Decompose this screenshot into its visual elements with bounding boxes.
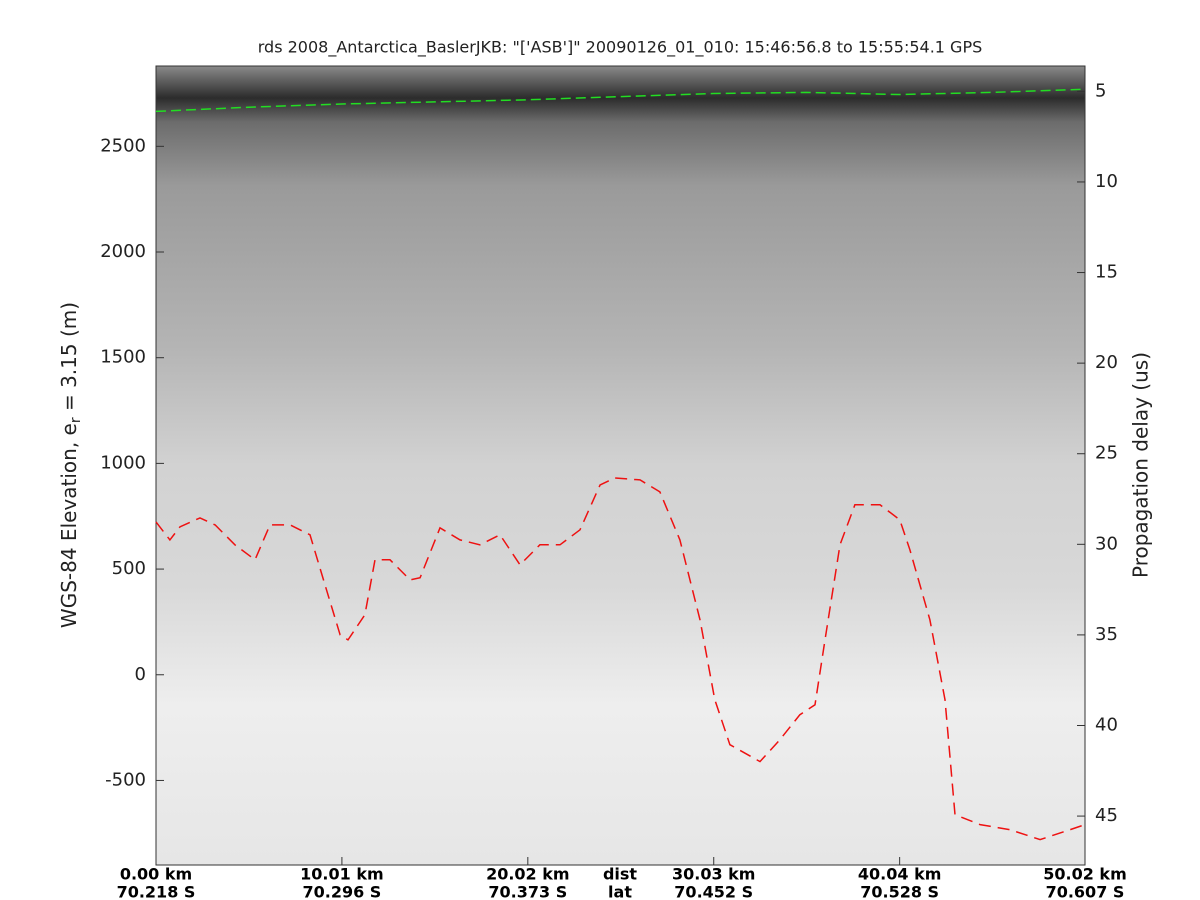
chart-title: rds 2008_Antarctica_BaslerJKB: "['ASB']"… (258, 38, 983, 58)
x-tick-lat-label: 70.218 S (117, 883, 196, 900)
y2-tick-label: 45 (1095, 805, 1118, 826)
x-tick-label: 0.00 km (120, 865, 192, 884)
plot-frame (155, 65, 1086, 866)
y2-axis-label: Propagation delay (us) (1129, 352, 1153, 578)
x-tick-lat-label: 70.528 S (860, 883, 939, 900)
y-label-part: WGS-84 Elevation, e (57, 423, 81, 628)
x-tick-lat-label: 70.373 S (488, 883, 567, 900)
y-axis-label: WGS-84 Elevation, er = 3.15 (m) (57, 302, 85, 628)
y2-tick-label: 25 (1095, 443, 1118, 464)
y2-tick-label: 5 (1095, 80, 1106, 101)
y-tick-label: 500 (112, 558, 146, 579)
echogram-image (156, 66, 1085, 865)
y-label-part: = 3.15 (m) (57, 302, 81, 417)
y2-tick-label: 15 (1095, 262, 1118, 283)
x-tick-label: 40.04 km (858, 865, 942, 884)
x-tick-label: 10.01 km (300, 865, 384, 884)
y-tick-label: 1000 (100, 452, 146, 473)
y2-tick-label: 10 (1095, 171, 1118, 192)
y2-tick-label: 40 (1095, 714, 1118, 735)
y-label-subscript: r (68, 417, 84, 423)
x-tick-label: 50.02 km (1043, 865, 1127, 884)
x-tick-lat-label: 70.607 S (1046, 883, 1125, 900)
x-row-label: lat (608, 883, 632, 900)
y2-tick-label: 30 (1095, 533, 1118, 554)
series-line (155, 88, 1085, 113)
x-row-label: dist (603, 865, 637, 884)
y-tick-label: 2000 (100, 241, 146, 262)
y2-tick-label: 20 (1095, 352, 1118, 373)
y-tick-label: 1500 (100, 347, 146, 368)
x-tick-label: 20.02 km (486, 865, 570, 884)
x-tick-lat-label: 70.296 S (302, 883, 381, 900)
y-tick-label: 2500 (100, 135, 146, 156)
y2-tick-label: 35 (1095, 624, 1118, 645)
y-tick-label: 0 (135, 664, 146, 685)
x-tick-lat-label: 70.452 S (674, 883, 753, 900)
series-line (155, 477, 1086, 841)
y-tick-label: -500 (105, 769, 146, 790)
x-tick-label: 30.03 km (672, 865, 756, 884)
